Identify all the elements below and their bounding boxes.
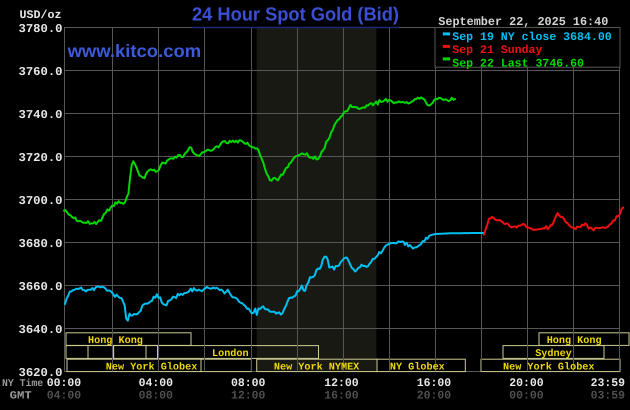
- svg-text:04:00: 04:00: [139, 377, 173, 390]
- svg-text:00:00: 00:00: [509, 390, 543, 403]
- svg-text:3700.0: 3700.0: [19, 194, 63, 208]
- svg-text:20:00: 20:00: [509, 377, 543, 390]
- svg-text:Sep 22 Last 3746.60: Sep 22 Last 3746.60: [452, 57, 584, 70]
- svg-text:3740.0: 3740.0: [19, 108, 63, 122]
- svg-text:08:00: 08:00: [139, 390, 173, 403]
- svg-text:Sep 19 NY close 3684.00: Sep 19 NY close 3684.00: [452, 31, 611, 44]
- svg-text:USD/oz: USD/oz: [20, 9, 62, 22]
- svg-text:3760.0: 3760.0: [19, 65, 63, 79]
- svg-text:23:59: 23:59: [591, 377, 625, 390]
- svg-text:16:00: 16:00: [324, 390, 358, 403]
- svg-text:GMT: GMT: [10, 391, 33, 403]
- svg-text:www.kitco.com: www.kitco.com: [67, 41, 202, 61]
- svg-text:3620.0: 3620.0: [19, 366, 63, 380]
- svg-text:12:00: 12:00: [231, 390, 265, 403]
- svg-text:NY Globex: NY Globex: [390, 362, 445, 374]
- svg-text:3780.0: 3780.0: [19, 22, 63, 36]
- svg-text:3660.0: 3660.0: [19, 280, 63, 294]
- svg-text:3640.0: 3640.0: [19, 323, 63, 337]
- svg-text:New York Globex: New York Globex: [106, 362, 198, 374]
- svg-text:Hong Kong: Hong Kong: [88, 336, 143, 347]
- svg-text:08:00: 08:00: [231, 377, 265, 390]
- svg-text:24 Hour Spot Gold (Bid): 24 Hour Spot Gold (Bid): [192, 5, 399, 26]
- svg-text:September 22, 2025 16:40: September 22, 2025 16:40: [438, 15, 608, 29]
- svg-text:Sydney: Sydney: [535, 348, 572, 360]
- svg-text:3720.0: 3720.0: [19, 151, 63, 165]
- svg-text:12:00: 12:00: [324, 377, 358, 390]
- svg-text:16:00: 16:00: [417, 377, 451, 390]
- svg-text:03:59: 03:59: [591, 390, 625, 403]
- svg-text:London: London: [212, 348, 249, 360]
- svg-text:New York NYMEX: New York NYMEX: [274, 362, 360, 374]
- svg-text:Hong Kong: Hong Kong: [547, 336, 602, 347]
- svg-text:00:00: 00:00: [47, 377, 81, 390]
- svg-text:04:00: 04:00: [47, 390, 81, 403]
- svg-text:Sep 21 Sunday: Sep 21 Sunday: [452, 44, 542, 57]
- svg-text:NY Time: NY Time: [2, 378, 43, 390]
- svg-text:New York Globex: New York Globex: [503, 362, 595, 374]
- svg-text:3680.0: 3680.0: [19, 237, 63, 251]
- svg-text:20:00: 20:00: [417, 390, 451, 403]
